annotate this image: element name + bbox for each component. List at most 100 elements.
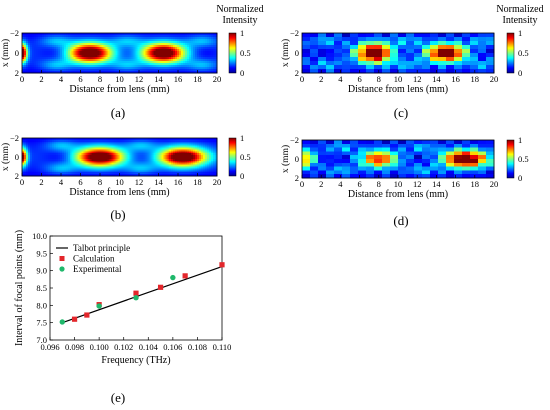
heatmap-cell [213,35,216,38]
heatmap-cell [97,157,100,160]
heatmap-cell [406,174,415,179]
heatmap-cell [105,158,108,162]
heatmap-cell [79,158,83,162]
heatmap-cell [119,157,122,160]
heatmap-cell [93,41,97,44]
heatmap-cell [37,139,41,143]
heatmap-cell [334,65,343,70]
heatmap-cell [486,166,495,171]
heatmap-cell [99,149,102,152]
heatmap-cell [35,166,39,169]
heatmap-cell [133,160,136,164]
heatmap-cell [41,65,45,68]
heatmap-cell [41,45,45,48]
heatmap-cell [139,65,142,68]
heatmap-cell [141,149,144,152]
heatmap-cell [89,65,93,68]
heatmap-cell [87,43,91,46]
heatmap-cell [93,57,97,60]
heatmap-cell [199,53,202,56]
heatmap-cell [398,143,407,148]
heatmap-cell [181,170,184,173]
heatmap-cell [117,53,120,56]
heatmap-cell [422,57,431,62]
heatmap-cell [209,61,212,64]
heatmap-cell [135,41,138,44]
heatmap-cell [107,33,110,36]
heatmap-cell [195,45,198,48]
heatmap-cell [350,159,359,164]
heatmap-cell [107,151,110,154]
heatmap-cell [43,47,47,50]
heatmap-cell [137,166,140,169]
y-tick-label: 0 [295,154,299,164]
heatmap-cell [161,53,164,56]
heatmap-cell [25,160,29,164]
experimental-point [133,295,139,301]
heatmap-cell [87,39,91,42]
heatmap-cell [23,149,27,152]
heatmap-cell [63,155,67,158]
heatmap-cell [173,65,176,68]
heatmap-cell [171,145,174,148]
heatmap-cell [185,158,188,162]
heatmap-cell [137,39,140,42]
heatmap-cell [111,155,114,158]
heatmap-cell [93,49,97,52]
heatmap-cell [61,57,65,60]
heatmap-cell [103,153,106,156]
heatmap-cell [175,61,178,64]
heatmap-cell [213,164,216,167]
heatmap-cell [334,159,343,164]
heatmap-cell [203,47,206,50]
heatmap-cell [45,67,49,70]
heatmap-cell [137,55,140,58]
heatmap-cell [95,155,99,158]
heatmap-cell [69,149,73,152]
heatmap-cell [199,151,202,154]
heatmap-cell [350,140,359,145]
heatmap-cell [35,35,39,38]
heatmap-cell [127,139,130,143]
heatmap-cell [358,53,367,58]
heatmap-cell [133,158,136,162]
heatmap-cell [103,172,106,175]
heatmap-cell [205,157,208,160]
heatmap-cell [77,174,81,177]
heatmap-cell [155,35,158,38]
heatmap-cell [45,43,49,46]
heatmap-cell [446,159,455,164]
heatmap-cell [97,153,100,156]
heatmap-cell [99,162,102,165]
heatmap-cell [53,69,57,72]
heatmap-cell [183,162,186,165]
heatmap-cell [374,159,383,164]
heatmap-cell [183,145,186,148]
heatmap-cell [41,37,45,40]
heatmap-cell [201,63,204,66]
heatmap-cells-d [302,140,495,179]
heatmap-cell [55,141,59,145]
heatmap-cell [215,149,218,152]
heatmap-cell [85,168,89,171]
heatmap-cell [177,172,180,175]
heatmap-cell [350,33,359,38]
heatmap-cell [129,35,132,38]
heatmap-cell [157,164,160,167]
heatmap-cell [39,164,43,167]
heatmap-cell [123,138,126,141]
heatmap-cell [157,153,160,156]
heatmap-cell [85,71,89,74]
heatmap-cell [22,160,25,164]
heatmap-cell [470,151,479,156]
heatmap-cell [109,160,112,164]
heatmap-cell [191,45,194,48]
x-tick-label: 18 [471,74,480,84]
heatmap-cell [185,63,188,66]
heatmap-cell [35,63,39,66]
heatmap-cell [47,170,51,173]
heatmap-cell [83,155,87,158]
heatmap-cell [101,162,104,165]
heatmap-cell [139,170,142,173]
heatmap-cell [87,147,91,150]
